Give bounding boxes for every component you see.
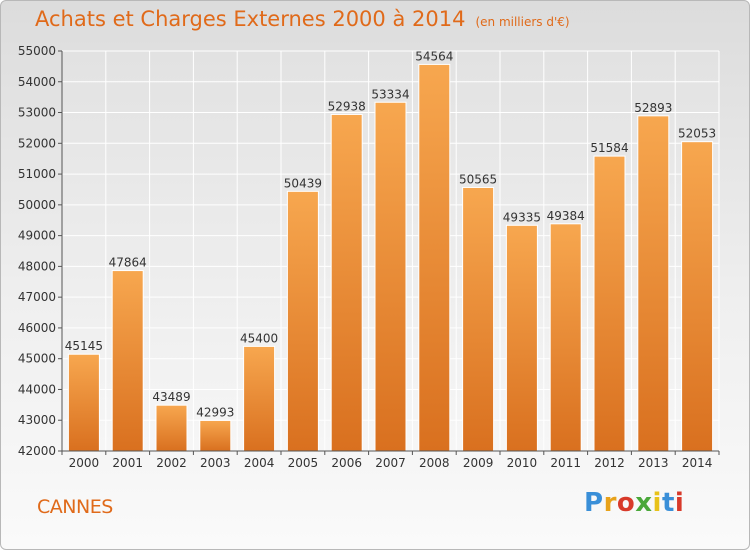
bar-2000[interactable] <box>67 353 100 452</box>
city-name: CANNES <box>37 496 113 518</box>
bar-2010[interactable] <box>505 224 538 452</box>
bar-2005[interactable] <box>286 190 319 452</box>
y-tick-label: 44000 <box>18 382 56 396</box>
y-tick-label: 43000 <box>18 413 56 427</box>
data-label: 42993 <box>196 405 234 419</box>
bar-2009[interactable] <box>462 186 495 452</box>
y-tick-label: 46000 <box>18 321 56 335</box>
data-label: 52053 <box>678 127 716 141</box>
data-label: 45400 <box>240 331 278 345</box>
y-tick-label: 48000 <box>18 259 56 273</box>
x-tick-label: 2010 <box>507 456 538 470</box>
y-tick-label: 50000 <box>18 198 56 212</box>
data-label: 54564 <box>415 49 453 63</box>
y-tick-label: 54000 <box>18 75 56 89</box>
x-tick-label: 2012 <box>594 456 625 470</box>
data-label: 52893 <box>634 101 672 115</box>
bar-2003[interactable] <box>199 419 232 452</box>
x-tick-label: 2004 <box>244 456 275 470</box>
data-label: 50565 <box>459 172 497 186</box>
data-label: 53334 <box>371 87 409 101</box>
bar-2013[interactable] <box>637 115 670 452</box>
data-label: 51584 <box>590 141 628 155</box>
x-tick-label: 2008 <box>419 456 450 470</box>
bar-2004[interactable] <box>243 345 276 452</box>
x-tick-label: 2003 <box>200 456 231 470</box>
bar-2008[interactable] <box>418 63 451 452</box>
y-tick-label: 49000 <box>18 229 56 243</box>
logo-letter: r <box>603 488 617 518</box>
data-label: 52938 <box>328 99 366 113</box>
logo-letter: P <box>584 488 604 518</box>
bar-2002[interactable] <box>155 404 188 452</box>
y-tick-label: 47000 <box>18 290 56 304</box>
x-tick-label: 2009 <box>463 456 494 470</box>
y-tick-label: 52000 <box>18 136 56 150</box>
x-tick-label: 2013 <box>638 456 669 470</box>
bar-2012[interactable] <box>593 155 626 452</box>
data-label: 50439 <box>284 176 322 190</box>
logo-letter: o <box>616 488 636 518</box>
y-tick-label: 45000 <box>18 352 56 366</box>
bar-2011[interactable] <box>549 223 582 452</box>
x-tick-label: 2002 <box>156 456 187 470</box>
x-tick-label: 2006 <box>331 456 362 470</box>
x-tick-label: 2000 <box>69 456 100 470</box>
x-tick-label: 2007 <box>375 456 406 470</box>
y-tick-label: 53000 <box>18 106 56 120</box>
chart-title-block: Achats et Charges Externes 2000 à 2014 (e… <box>35 7 570 31</box>
chart-title: Achats et Charges Externes 2000 à 2014 <box>35 7 466 31</box>
proxiti-logo[interactable]: Proxiti <box>584 488 684 518</box>
data-label: 49384 <box>547 209 585 223</box>
logo-letter: i <box>674 488 685 518</box>
logo-letter: x <box>635 488 653 518</box>
x-tick-label: 2001 <box>112 456 143 470</box>
x-tick-label: 2005 <box>288 456 319 470</box>
logo-letter: i <box>652 488 662 518</box>
bar-2001[interactable] <box>111 270 144 452</box>
data-label: 49335 <box>503 210 541 224</box>
logo-letter: t <box>661 488 675 518</box>
data-label: 45145 <box>65 339 103 353</box>
data-label: 47864 <box>109 256 147 270</box>
data-label: 43489 <box>152 390 190 404</box>
x-tick-label: 2014 <box>682 456 713 470</box>
x-tick-label: 2011 <box>550 456 581 470</box>
y-tick-label: 55000 <box>18 44 56 58</box>
bar-2007[interactable] <box>374 101 407 452</box>
bar-2014[interactable] <box>681 141 714 452</box>
bar-2006[interactable] <box>330 113 363 452</box>
y-tick-label: 51000 <box>18 167 56 181</box>
chart-unit: (en milliers d'€) <box>475 15 570 29</box>
y-tick-label: 42000 <box>18 444 56 458</box>
